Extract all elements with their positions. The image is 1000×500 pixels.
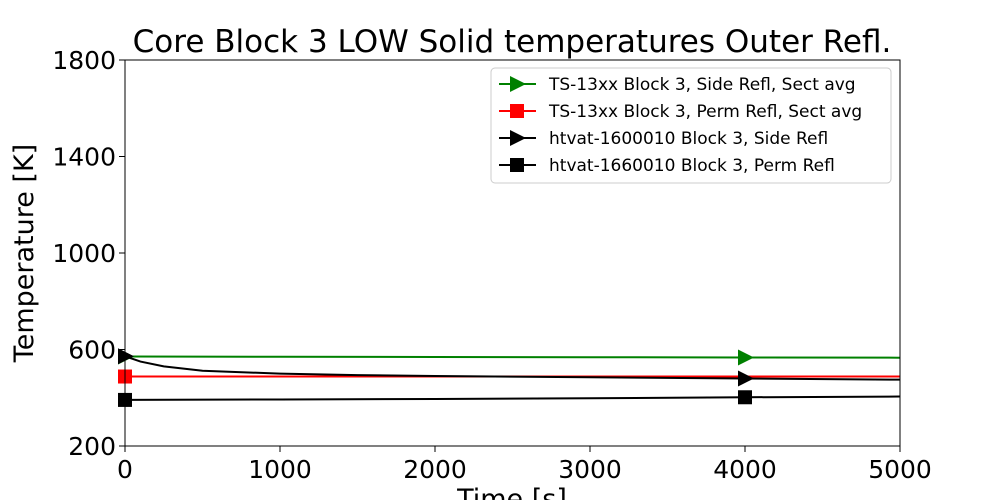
- legend-item: TS-13xx Block 3, Perm Refl, Sect avg: [499, 102, 862, 122]
- series-line: [124, 355, 901, 359]
- legend-marker: [510, 104, 524, 118]
- y-tick-label: 600: [68, 336, 116, 365]
- series-3: [118, 348, 901, 387]
- chart-title: Core Block 3 LOW Solid temperatures Oute…: [133, 24, 892, 60]
- series-1: [118, 348, 901, 366]
- y-axis-label: Temperature [K]: [9, 144, 40, 363]
- series-marker: [738, 370, 754, 387]
- y-tick-label: 200: [68, 432, 116, 461]
- x-tick-label: 2000: [403, 455, 467, 484]
- legend-marker: [510, 130, 526, 146]
- legend-marker: [510, 76, 526, 92]
- series-line: [124, 395, 901, 401]
- series-marker: [118, 348, 134, 365]
- legend-item: TS-13xx Block 3, Side Refl, Sect avg: [499, 75, 856, 95]
- legend-item: htvat-1660010 Block 3, Perm Refl: [499, 156, 835, 176]
- series-marker: [738, 390, 752, 405]
- plot-area: [118, 348, 901, 407]
- series-line: [124, 355, 901, 381]
- x-tick-label: 1000: [248, 455, 312, 484]
- x-tick-label: 5000: [868, 455, 932, 484]
- legend-marker: [510, 158, 524, 172]
- x-axis-label: Time [s]: [456, 484, 567, 500]
- legend: TS-13xx Block 3, Side Refl, Sect avg TS-1…: [490, 67, 892, 184]
- series-marker: [738, 349, 754, 366]
- y-axis: 200 600 1000 1400 1800: [52, 46, 125, 461]
- legend-label: TS-13xx Block 3, Perm Refl, Sect avg: [548, 102, 862, 122]
- series-4: [118, 390, 901, 407]
- x-axis: 0 1000 2000 3000 4000 5000: [117, 446, 932, 484]
- x-tick-label: 4000: [713, 455, 777, 484]
- x-tick-label: 0: [117, 455, 133, 484]
- legend-box: [490, 67, 892, 184]
- y-tick-label: 1400: [52, 143, 116, 172]
- y-tick-label: 1800: [52, 46, 116, 75]
- x-tick-label: 3000: [558, 455, 622, 484]
- legend-label: htvat-1660010 Block 3, Perm Refl: [549, 156, 835, 176]
- legend-label: TS-13xx Block 3, Side Refl, Sect avg: [548, 75, 856, 95]
- legend-label: htvat-1600010 Block 3, Side Refl: [549, 129, 828, 149]
- legend-item: htvat-1600010 Block 3, Side Refl: [499, 129, 828, 149]
- y-tick-label: 1000: [52, 239, 116, 268]
